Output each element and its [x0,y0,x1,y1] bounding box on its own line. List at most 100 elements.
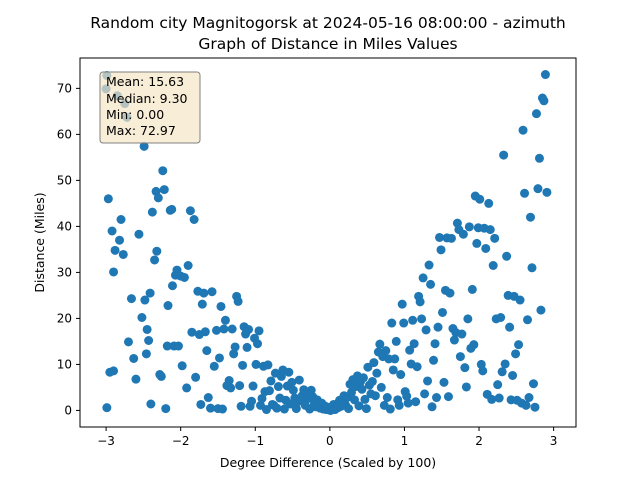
data-point [242,342,252,352]
data-point [369,358,379,368]
data-point [220,315,230,325]
data-point [264,386,274,396]
data-point [248,381,258,391]
data-point [361,404,371,414]
data-point [167,281,177,291]
data-point [499,150,509,160]
data-point [381,346,391,356]
data-point [115,235,125,245]
data-point [163,301,173,311]
data-point [435,232,445,242]
data-point [439,377,449,387]
data-point [526,212,535,222]
data-point [182,383,192,393]
y-tick-label: 10 [57,357,72,371]
data-point [177,361,187,371]
data-point [429,355,439,365]
data-point [527,263,537,273]
data-point [238,360,248,370]
data-point [403,398,413,408]
data-point [358,373,368,383]
data-point [284,367,294,377]
data-point [236,401,246,411]
data-point [458,229,468,239]
data-point [487,394,497,404]
data-point [424,260,434,270]
data-point [253,339,263,349]
data-point [224,376,234,386]
data-point [531,109,541,119]
data-point [131,374,141,384]
data-point [475,194,485,204]
data-point [437,307,447,317]
data-point [500,359,510,369]
data-point [251,359,261,369]
data-point [179,272,189,282]
data-point [514,340,524,350]
data-point [417,314,427,324]
data-point [123,337,133,347]
y-tick-label: 40 [57,219,72,233]
data-point [412,362,422,372]
data-point [396,370,406,380]
data-point [472,238,482,248]
chart-title: Random city Magnitogorsk at 2024-05-16 0… [90,14,566,32]
data-point [158,166,168,176]
data-point [372,368,382,378]
data-point [405,345,415,355]
data-point [461,382,471,392]
data-point [511,349,521,359]
data-point [515,295,525,305]
data-point [207,287,217,297]
data-point [469,340,479,350]
data-point [244,324,254,334]
data-point [227,324,237,334]
data-point [273,382,283,392]
data-point [216,301,226,311]
data-point [523,315,533,325]
data-point [540,70,550,80]
data-point [211,325,221,335]
data-point [367,376,377,386]
data-point [229,349,239,359]
x-tick-label: −3 [97,434,115,448]
data-point [197,299,207,309]
data-point [464,222,474,232]
data-point [484,198,494,208]
data-point [455,352,465,362]
x-tick-label: 1 [401,434,409,448]
data-point [185,206,195,216]
data-point [161,404,171,414]
data-point [520,188,530,198]
data-point [183,261,193,270]
data-point [137,313,147,322]
data-point [235,381,245,391]
data-point [145,288,155,298]
data-point [494,393,504,403]
y-tick-label: 50 [57,173,72,187]
data-point [109,366,119,376]
data-point [167,204,177,214]
data-point [409,339,419,349]
data-point [214,353,224,363]
data-point [528,379,538,389]
data-point [478,366,488,376]
data-point [490,233,500,243]
data-point [142,324,152,334]
data-point [263,360,273,370]
data-point [103,194,113,204]
data-point [388,365,398,375]
data-point [226,383,236,393]
data-point [150,255,160,265]
data-point [508,370,518,380]
data-point [156,371,166,381]
data-point [146,399,156,409]
data-point [209,361,219,371]
data-point [162,341,172,351]
data-point [139,141,149,151]
data-point [144,336,154,345]
data-point [533,184,543,194]
data-point [134,229,144,239]
data-point [291,404,301,414]
stats-box-background [99,71,201,144]
